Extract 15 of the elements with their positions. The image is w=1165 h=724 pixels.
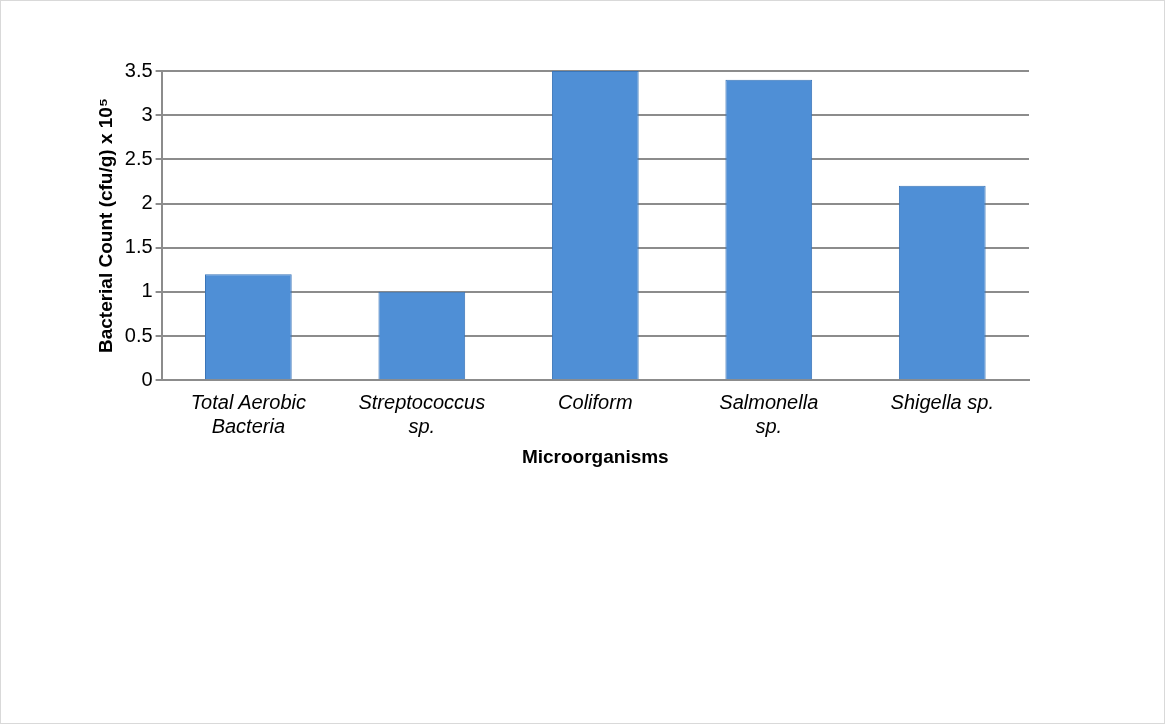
y-tick-label: 2.5	[124, 146, 153, 169]
x-tick-label: Total Aerobic Bacteria	[190, 390, 306, 437]
x-tick-label: Streptococcus sp.	[358, 390, 486, 437]
x-tick-label: Coliform	[558, 390, 633, 413]
y-tick-label: 0	[141, 367, 153, 390]
x-tick-label: Shigella sp.	[890, 390, 994, 413]
y-tick-label: 1	[141, 279, 153, 302]
x-tick-label: Salmonella sp.	[719, 390, 819, 437]
x-axis-title: Microorganisms	[521, 445, 669, 467]
y-axis-title: Bacterial Count (cfu/g) x 10⁵	[94, 98, 116, 354]
y-tick-label: 0.5	[124, 323, 153, 346]
y-tick-label: 1.5	[124, 235, 153, 258]
y-tick-label: 3.5	[124, 58, 153, 81]
y-tick-label: 3	[141, 102, 153, 125]
y-tick-label: 2	[141, 191, 153, 214]
